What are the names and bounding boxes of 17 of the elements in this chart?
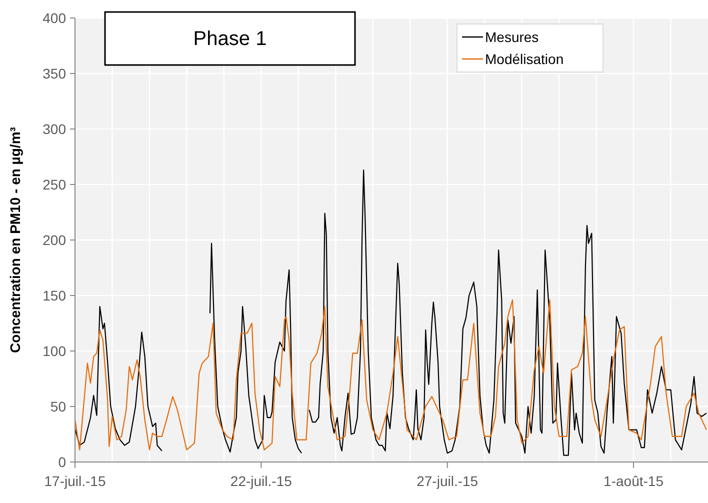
- y-axis-title: Concentration en PM10 - en µg/m³: [7, 126, 23, 353]
- x-tick-label: 22-juil.-15: [230, 473, 292, 489]
- y-tick-label: 200: [42, 232, 66, 248]
- legend-label: Mesures: [485, 28, 539, 45]
- x-tick-label: 17-juil.-15: [44, 473, 106, 489]
- y-tick-label: 250: [42, 176, 66, 192]
- y-tick-label: 100: [42, 342, 66, 359]
- y-tick-label: 50: [50, 398, 66, 414]
- y-tick-label: 350: [42, 65, 66, 82]
- x-tick-label: 27-juil.-15: [416, 473, 478, 489]
- y-tick-label: 400: [42, 10, 66, 26]
- x-tick-label: 1-août-15: [604, 473, 664, 489]
- y-tick-label: 150: [42, 287, 66, 304]
- annotation: Phase 1: [193, 28, 267, 50]
- y-tick-label: 300: [42, 120, 66, 137]
- y-tick-label: 0: [58, 454, 66, 470]
- legend-label: Modélisation: [485, 50, 564, 67]
